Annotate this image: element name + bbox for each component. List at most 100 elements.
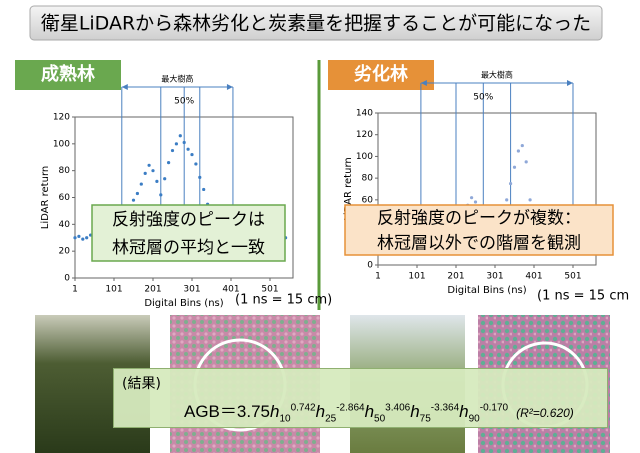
- point: [155, 179, 159, 183]
- point: [524, 160, 528, 164]
- y-tick-label: 0: [367, 261, 373, 271]
- y-tick-label: 100: [356, 152, 373, 162]
- point: [469, 196, 474, 200]
- term-sub: 90: [468, 413, 480, 425]
- point: [520, 143, 524, 148]
- term-base: h: [364, 402, 375, 421]
- x-axis-label: Digital Bins (ns): [447, 285, 526, 296]
- point: [194, 162, 198, 166]
- unit-note: (1 ns = 15 cm): [235, 293, 332, 308]
- term-sup: -3.364: [430, 402, 460, 414]
- result-heading: (結果): [122, 376, 161, 392]
- point: [147, 163, 151, 167]
- point: [190, 152, 194, 157]
- x-axis-label: Digital Bins (ns): [144, 298, 223, 309]
- title: 衛星LiDARから森林劣化と炭素量を把握することが可能になった: [41, 13, 591, 35]
- callout-text: 林冠層以外での階層を観測: [377, 234, 581, 254]
- y-tick-label: 60: [59, 193, 71, 203]
- point: [512, 165, 517, 169]
- y-tick-label: 80: [362, 174, 374, 184]
- x-tick-label: 401: [525, 272, 542, 282]
- result-box: (結果) AGB＝3.75h100.742h25-2.864h503.406h7…: [113, 368, 608, 428]
- fit-stat: (R²=0.620): [516, 406, 574, 420]
- term-base: h: [315, 402, 326, 421]
- point: [166, 161, 171, 165]
- panel-label-bg: [15, 60, 121, 90]
- equation: AGB＝3.75h100.742h25-2.864h503.406h75-3.3…: [184, 397, 574, 424]
- point: [151, 169, 155, 173]
- term-base: h: [410, 402, 420, 421]
- x-tick-label: 301: [486, 272, 503, 282]
- y-axis-label: LiDAR return: [343, 157, 354, 220]
- term-base: h: [270, 402, 280, 421]
- point: [202, 187, 206, 192]
- term-sub: 50: [374, 413, 386, 425]
- y-tick-label: 120: [53, 113, 70, 123]
- y-tick-label: 20: [59, 247, 71, 257]
- panel-label: 成熟林: [41, 63, 95, 85]
- point: [473, 200, 478, 204]
- term-sub: 75: [419, 413, 431, 425]
- point: [73, 236, 77, 240]
- point: [198, 175, 202, 179]
- panel-label-bg: [328, 60, 434, 90]
- y-axis-label: LiDAR return: [40, 166, 51, 229]
- point: [135, 191, 139, 196]
- x-tick-label: 401: [222, 285, 239, 295]
- span-label: 最大樹高: [161, 74, 193, 84]
- mid-label: 50%: [174, 97, 194, 107]
- callout-text: 反射強度のピークは: [112, 210, 265, 230]
- term-sup: 3.406: [385, 402, 411, 414]
- point: [77, 234, 81, 239]
- x-tick-label: 301: [183, 285, 200, 295]
- callout-text: 林冠層の平均と一致: [112, 238, 265, 258]
- point: [81, 237, 85, 241]
- x-tick-label: 201: [144, 285, 161, 295]
- term-sub: 25: [325, 413, 337, 425]
- point: [159, 193, 163, 197]
- plot-area: [377, 112, 597, 266]
- y-tick-label: 80: [59, 166, 71, 176]
- y-tick-label: 120: [356, 130, 373, 140]
- point: [174, 142, 178, 146]
- x-tick-label: 1: [72, 285, 78, 295]
- term-sup: -2.864: [336, 402, 365, 414]
- term-sup: -0.170: [479, 402, 509, 414]
- unit-note: (1 ns = 15 cm: [537, 289, 629, 304]
- mid-label: 50%: [473, 93, 493, 103]
- x-tick-label: 201: [447, 272, 464, 282]
- y-tick-label: 100: [53, 139, 70, 149]
- y-tick-label: 40: [59, 220, 71, 230]
- point: [186, 147, 190, 151]
- point: [505, 198, 509, 202]
- equation-lhs: AGB＝3.75: [184, 402, 270, 421]
- point: [143, 171, 147, 175]
- point: [163, 177, 167, 181]
- point: [182, 140, 186, 145]
- point: [516, 149, 520, 153]
- callout-box: [344, 204, 614, 256]
- x-tick-label: 501: [261, 285, 278, 295]
- point: [528, 198, 532, 202]
- point: [178, 134, 182, 138]
- callout-box: [91, 204, 286, 262]
- callout-text: 反射強度のピークが複数：: [377, 209, 581, 229]
- point: [139, 182, 143, 186]
- point: [131, 198, 136, 202]
- y-tick-label: 0: [64, 274, 70, 284]
- term-sub: 10: [279, 413, 291, 425]
- x-tick-label: 1: [375, 272, 381, 282]
- x-tick-label: 101: [105, 285, 122, 295]
- term-base: h: [459, 402, 469, 421]
- term-sup: 0.742: [290, 402, 316, 414]
- point: [508, 181, 513, 186]
- x-tick-label: 101: [408, 272, 425, 282]
- title-banner: [29, 5, 603, 41]
- y-tick-label: 140: [356, 109, 373, 119]
- point: [85, 236, 89, 240]
- y-tick-label: 60: [362, 195, 374, 205]
- point: [170, 148, 175, 153]
- span-label: 最大樹高: [481, 70, 513, 80]
- panel-label: 劣化林: [354, 63, 408, 85]
